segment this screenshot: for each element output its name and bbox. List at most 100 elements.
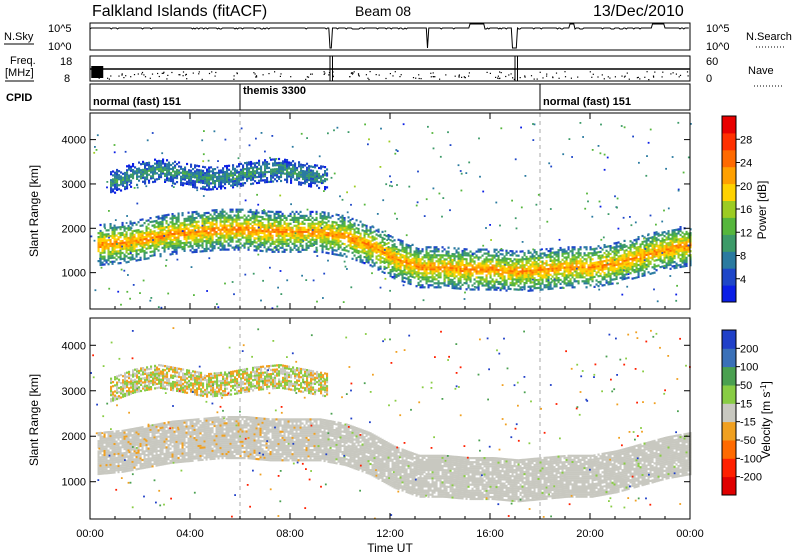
power-cell <box>201 232 204 235</box>
power-cell <box>425 280 428 283</box>
power-cell <box>437 286 440 289</box>
power-cell <box>125 227 128 230</box>
power-cell <box>661 241 664 244</box>
power-cell <box>133 233 136 236</box>
power-cell <box>515 272 518 275</box>
power-cell <box>249 238 252 241</box>
power-cell <box>119 246 122 249</box>
power-cell <box>595 263 598 266</box>
nave-dot <box>564 76 567 78</box>
power-cell <box>251 229 254 232</box>
power-cell <box>371 259 374 262</box>
power-cell <box>535 283 538 286</box>
power-cell <box>159 235 162 238</box>
power-cell <box>165 232 168 235</box>
power-cell <box>465 254 468 257</box>
power-cell <box>465 276 468 279</box>
power-cell <box>273 242 276 245</box>
power-cell <box>385 260 388 264</box>
power-cell <box>475 270 478 273</box>
power-cell <box>355 243 358 246</box>
power-cell <box>201 214 204 217</box>
power-cell <box>493 288 496 291</box>
nave-dot <box>118 75 120 77</box>
power-cell <box>355 235 358 238</box>
power-cell <box>243 222 246 225</box>
power-cell <box>567 272 570 275</box>
power-cell <box>485 274 488 277</box>
power-cell <box>189 217 192 220</box>
power-cell <box>553 261 556 264</box>
power-cell <box>207 235 210 238</box>
power-cell <box>126 173 129 176</box>
power-cell <box>377 268 380 271</box>
nave-dot <box>125 75 127 77</box>
power-cell <box>158 163 161 166</box>
power-cell <box>657 234 660 237</box>
power-cell <box>227 214 230 217</box>
power-cell <box>273 250 276 253</box>
power-cell <box>597 245 600 248</box>
nave-dot <box>499 71 501 73</box>
power-cell <box>265 214 268 217</box>
power-cell <box>461 257 464 261</box>
power-cell <box>407 246 410 249</box>
power-cell <box>203 228 206 231</box>
power-cell <box>377 258 380 261</box>
power-cell <box>501 265 504 268</box>
power-cell <box>393 245 396 248</box>
power-cell <box>209 239 212 242</box>
power-cell <box>443 274 446 277</box>
power-cell <box>305 236 308 239</box>
power-cell <box>145 227 148 230</box>
power-cell <box>569 284 572 287</box>
power-cell <box>152 176 155 180</box>
power-cell <box>445 266 448 269</box>
power-cell <box>353 242 356 245</box>
power-cell <box>259 223 262 226</box>
power-cell <box>223 246 226 249</box>
power-cell <box>657 238 660 241</box>
power-cell <box>277 212 280 215</box>
power-cell <box>321 247 324 250</box>
power-cell <box>153 220 156 223</box>
power-cell <box>177 224 180 227</box>
power-cell <box>401 254 404 257</box>
power-cell <box>271 228 274 231</box>
nave-dot <box>433 76 435 78</box>
power-cell <box>325 237 328 240</box>
power-cell <box>539 288 542 291</box>
power-cell <box>189 221 192 224</box>
power-cell <box>117 238 120 241</box>
power-cell <box>182 172 185 175</box>
power-cell <box>125 243 128 246</box>
power-cell <box>341 254 344 257</box>
power-cell <box>423 262 426 265</box>
power-cell <box>119 234 122 237</box>
power-cell <box>367 239 370 242</box>
nave-dot <box>93 73 95 75</box>
power-cell <box>107 247 110 250</box>
power-cell <box>212 180 215 183</box>
power-cell <box>605 253 608 256</box>
power-cell <box>537 258 540 261</box>
power-cell <box>503 279 506 282</box>
power-cell <box>267 234 270 237</box>
power-cell <box>215 231 218 234</box>
power-cell <box>639 259 642 262</box>
power-cell <box>583 262 586 265</box>
power-cell <box>331 230 334 234</box>
power-cell <box>249 208 252 212</box>
power-cell <box>521 256 524 259</box>
power-cell <box>175 238 178 241</box>
power-cell <box>545 274 548 277</box>
power-cell <box>475 266 478 269</box>
power-cell <box>651 244 654 247</box>
power-cell <box>449 278 452 281</box>
power-cell <box>345 231 348 234</box>
power-cell <box>565 284 568 287</box>
power-cell <box>549 251 552 254</box>
power-cell <box>633 243 636 246</box>
power-cell <box>249 218 252 222</box>
power-cell <box>347 228 350 231</box>
